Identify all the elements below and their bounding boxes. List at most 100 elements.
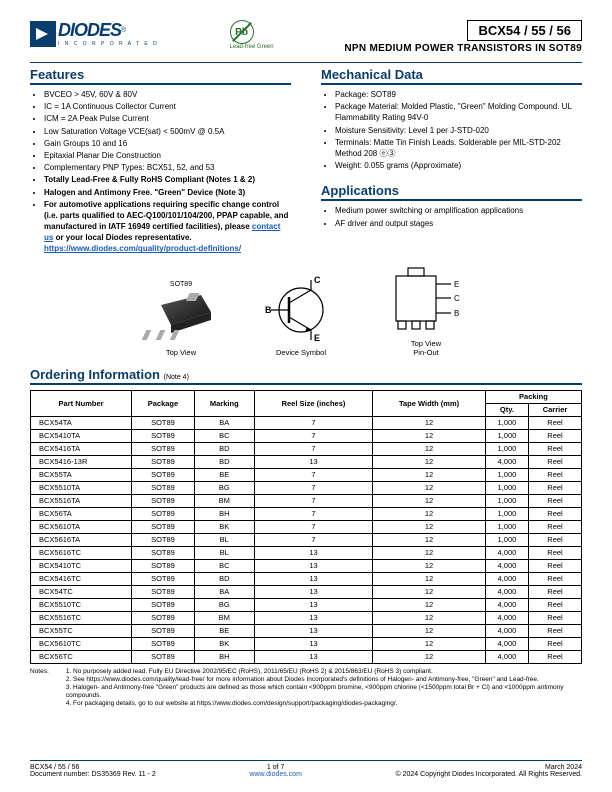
sot89-icon xyxy=(141,290,221,345)
table-cell: BM xyxy=(194,611,254,624)
table-cell: BD xyxy=(194,455,254,468)
table-cell: BE xyxy=(194,468,254,481)
table-cell: BCX55TC xyxy=(31,624,132,637)
col-part: Part Number xyxy=(31,390,132,416)
table-cell: 4,000 xyxy=(485,611,528,624)
table-cell: BC xyxy=(194,559,254,572)
table-row: BCX5610TCSOT89BK13124,000Reel xyxy=(31,637,582,650)
table-cell: 4,000 xyxy=(485,585,528,598)
table-cell: Reel xyxy=(529,481,582,494)
notes-label: Notes: xyxy=(30,668,64,676)
table-cell: Reel xyxy=(529,442,582,455)
table-cell: 7 xyxy=(254,507,373,520)
table-cell: 13 xyxy=(254,637,373,650)
table-cell: BK xyxy=(194,637,254,650)
svg-text:E: E xyxy=(314,333,320,343)
table-cell: 12 xyxy=(373,624,486,637)
feature-item: IC = 1A Continuous Collector Current xyxy=(44,101,291,112)
table-cell: BC xyxy=(194,429,254,442)
table-cell: Reel xyxy=(529,650,582,663)
title-box: BCX54 / 55 / 56 NPN MEDIUM POWER TRANSIS… xyxy=(344,20,582,54)
application-item: AF driver and output stages xyxy=(335,218,582,229)
col-package: Package xyxy=(132,390,195,416)
table-cell: BCX5510TA xyxy=(31,481,132,494)
svg-text:E: E xyxy=(454,280,459,289)
table-cell: 12 xyxy=(373,650,486,663)
table-cell: SOT89 xyxy=(132,572,195,585)
table-cell: 1,000 xyxy=(485,416,528,429)
table-cell: 13 xyxy=(254,650,373,663)
col-tape: Tape Width (mm) xyxy=(373,390,486,416)
part-subtitle: NPN MEDIUM POWER TRANSISTORS IN SOT89 xyxy=(344,43,582,54)
table-cell: BCX5616TA xyxy=(31,533,132,546)
table-cell: SOT89 xyxy=(132,507,195,520)
table-cell: BCX5410TA xyxy=(31,429,132,442)
table-cell: 13 xyxy=(254,585,373,598)
table-cell: 12 xyxy=(373,442,486,455)
table-row: BCX5516TASOT89BM7121,000Reel xyxy=(31,494,582,507)
feature-item-bold: Totally Lead-Free & Fully RoHS Compliant… xyxy=(44,174,291,185)
table-cell: SOT89 xyxy=(132,546,195,559)
table-row: BCX5516TCSOT89BM13124,000Reel xyxy=(31,611,582,624)
note-line: 4. For packaging details, go to our webs… xyxy=(66,700,398,707)
feature-item: ICM = 2A Peak Pulse Current xyxy=(44,113,291,124)
features-list: BVCEO > 45V, 60V & 80V IC = 1A Continuou… xyxy=(30,89,291,255)
table-cell: BL xyxy=(194,546,254,559)
footer-url[interactable]: www.diodes.com xyxy=(249,771,302,778)
table-row: BCX5416TCSOT89BD13124,000Reel xyxy=(31,572,582,585)
table-cell: 12 xyxy=(373,611,486,624)
table-cell: SOT89 xyxy=(132,624,195,637)
table-row: BCX5410TCSOT89BC13124,000Reel xyxy=(31,559,582,572)
product-def-link[interactable]: https://www.diodes.com/quality/product-d… xyxy=(44,244,241,253)
table-cell: BCX5416TA xyxy=(31,442,132,455)
ordering-table: Part Number Package Marking Reel Size (i… xyxy=(30,390,582,664)
table-row: BCX5410TASOT89BC7121,000Reel xyxy=(31,429,582,442)
table-cell: SOT89 xyxy=(132,468,195,481)
feature-item: Gain Groups 10 and 16 xyxy=(44,138,291,149)
table-row: BCX5610TASOT89BK7121,000Reel xyxy=(31,520,582,533)
table-cell: 13 xyxy=(254,559,373,572)
col-carrier: Carrier xyxy=(529,403,582,416)
table-cell: BG xyxy=(194,481,254,494)
logo-reg: ® xyxy=(121,27,126,34)
table-cell: Reel xyxy=(529,559,582,572)
table-cell: Reel xyxy=(529,585,582,598)
table-cell: Reel xyxy=(529,611,582,624)
pinout-label: Top View Pin-Out xyxy=(381,339,471,357)
table-cell: Reel xyxy=(529,598,582,611)
leadfree-badge: Pb Lead-free Green xyxy=(230,20,274,50)
table-cell: BCX56TA xyxy=(31,507,132,520)
table-cell: BK xyxy=(194,520,254,533)
table-cell: Reel xyxy=(529,507,582,520)
diagram-row: SOT89 Top View C xyxy=(30,266,582,357)
table-cell: 7 xyxy=(254,494,373,507)
table-cell: BG xyxy=(194,598,254,611)
table-row: BCX55TCSOT89BE13124,000Reel xyxy=(31,624,582,637)
header: DIODES® I N C O R P O R A T E D Pb Lead-… xyxy=(30,20,582,54)
feature-item: Complementary PNP Types: BCX51, 52, and … xyxy=(44,162,291,173)
table-cell: BCX54TC xyxy=(31,585,132,598)
table-cell: 4,000 xyxy=(485,572,528,585)
table-cell: 12 xyxy=(373,637,486,650)
svg-text:C: C xyxy=(454,294,460,303)
table-cell: 4,000 xyxy=(485,624,528,637)
table-cell: 4,000 xyxy=(485,637,528,650)
notes-body: 1. No purposely added lead. Fully EU Dir… xyxy=(66,668,566,709)
col-packing: Packing xyxy=(485,390,581,403)
table-cell: Reel xyxy=(529,624,582,637)
table-cell: 12 xyxy=(373,455,486,468)
table-cell: SOT89 xyxy=(132,585,195,598)
feature-item-bold: For automotive applications requiring sp… xyxy=(44,199,291,255)
table-cell: SOT89 xyxy=(132,533,195,546)
table-cell: BCX5410TC xyxy=(31,559,132,572)
table-cell: 1,000 xyxy=(485,533,528,546)
table-row: BCX5416-13RSOT89BD13124,000Reel xyxy=(31,455,582,468)
note-line: 2. See https://www.diodes.com/quality/le… xyxy=(66,676,539,683)
header-rule xyxy=(30,62,582,63)
table-cell: BCX56TC xyxy=(31,650,132,663)
table-cell: 12 xyxy=(373,546,486,559)
table-cell: 1,000 xyxy=(485,507,528,520)
table-cell: 1,000 xyxy=(485,442,528,455)
table-cell: BCX5416-13R xyxy=(31,455,132,468)
logo-subtext: I N C O R P O R A T E D xyxy=(58,41,159,47)
